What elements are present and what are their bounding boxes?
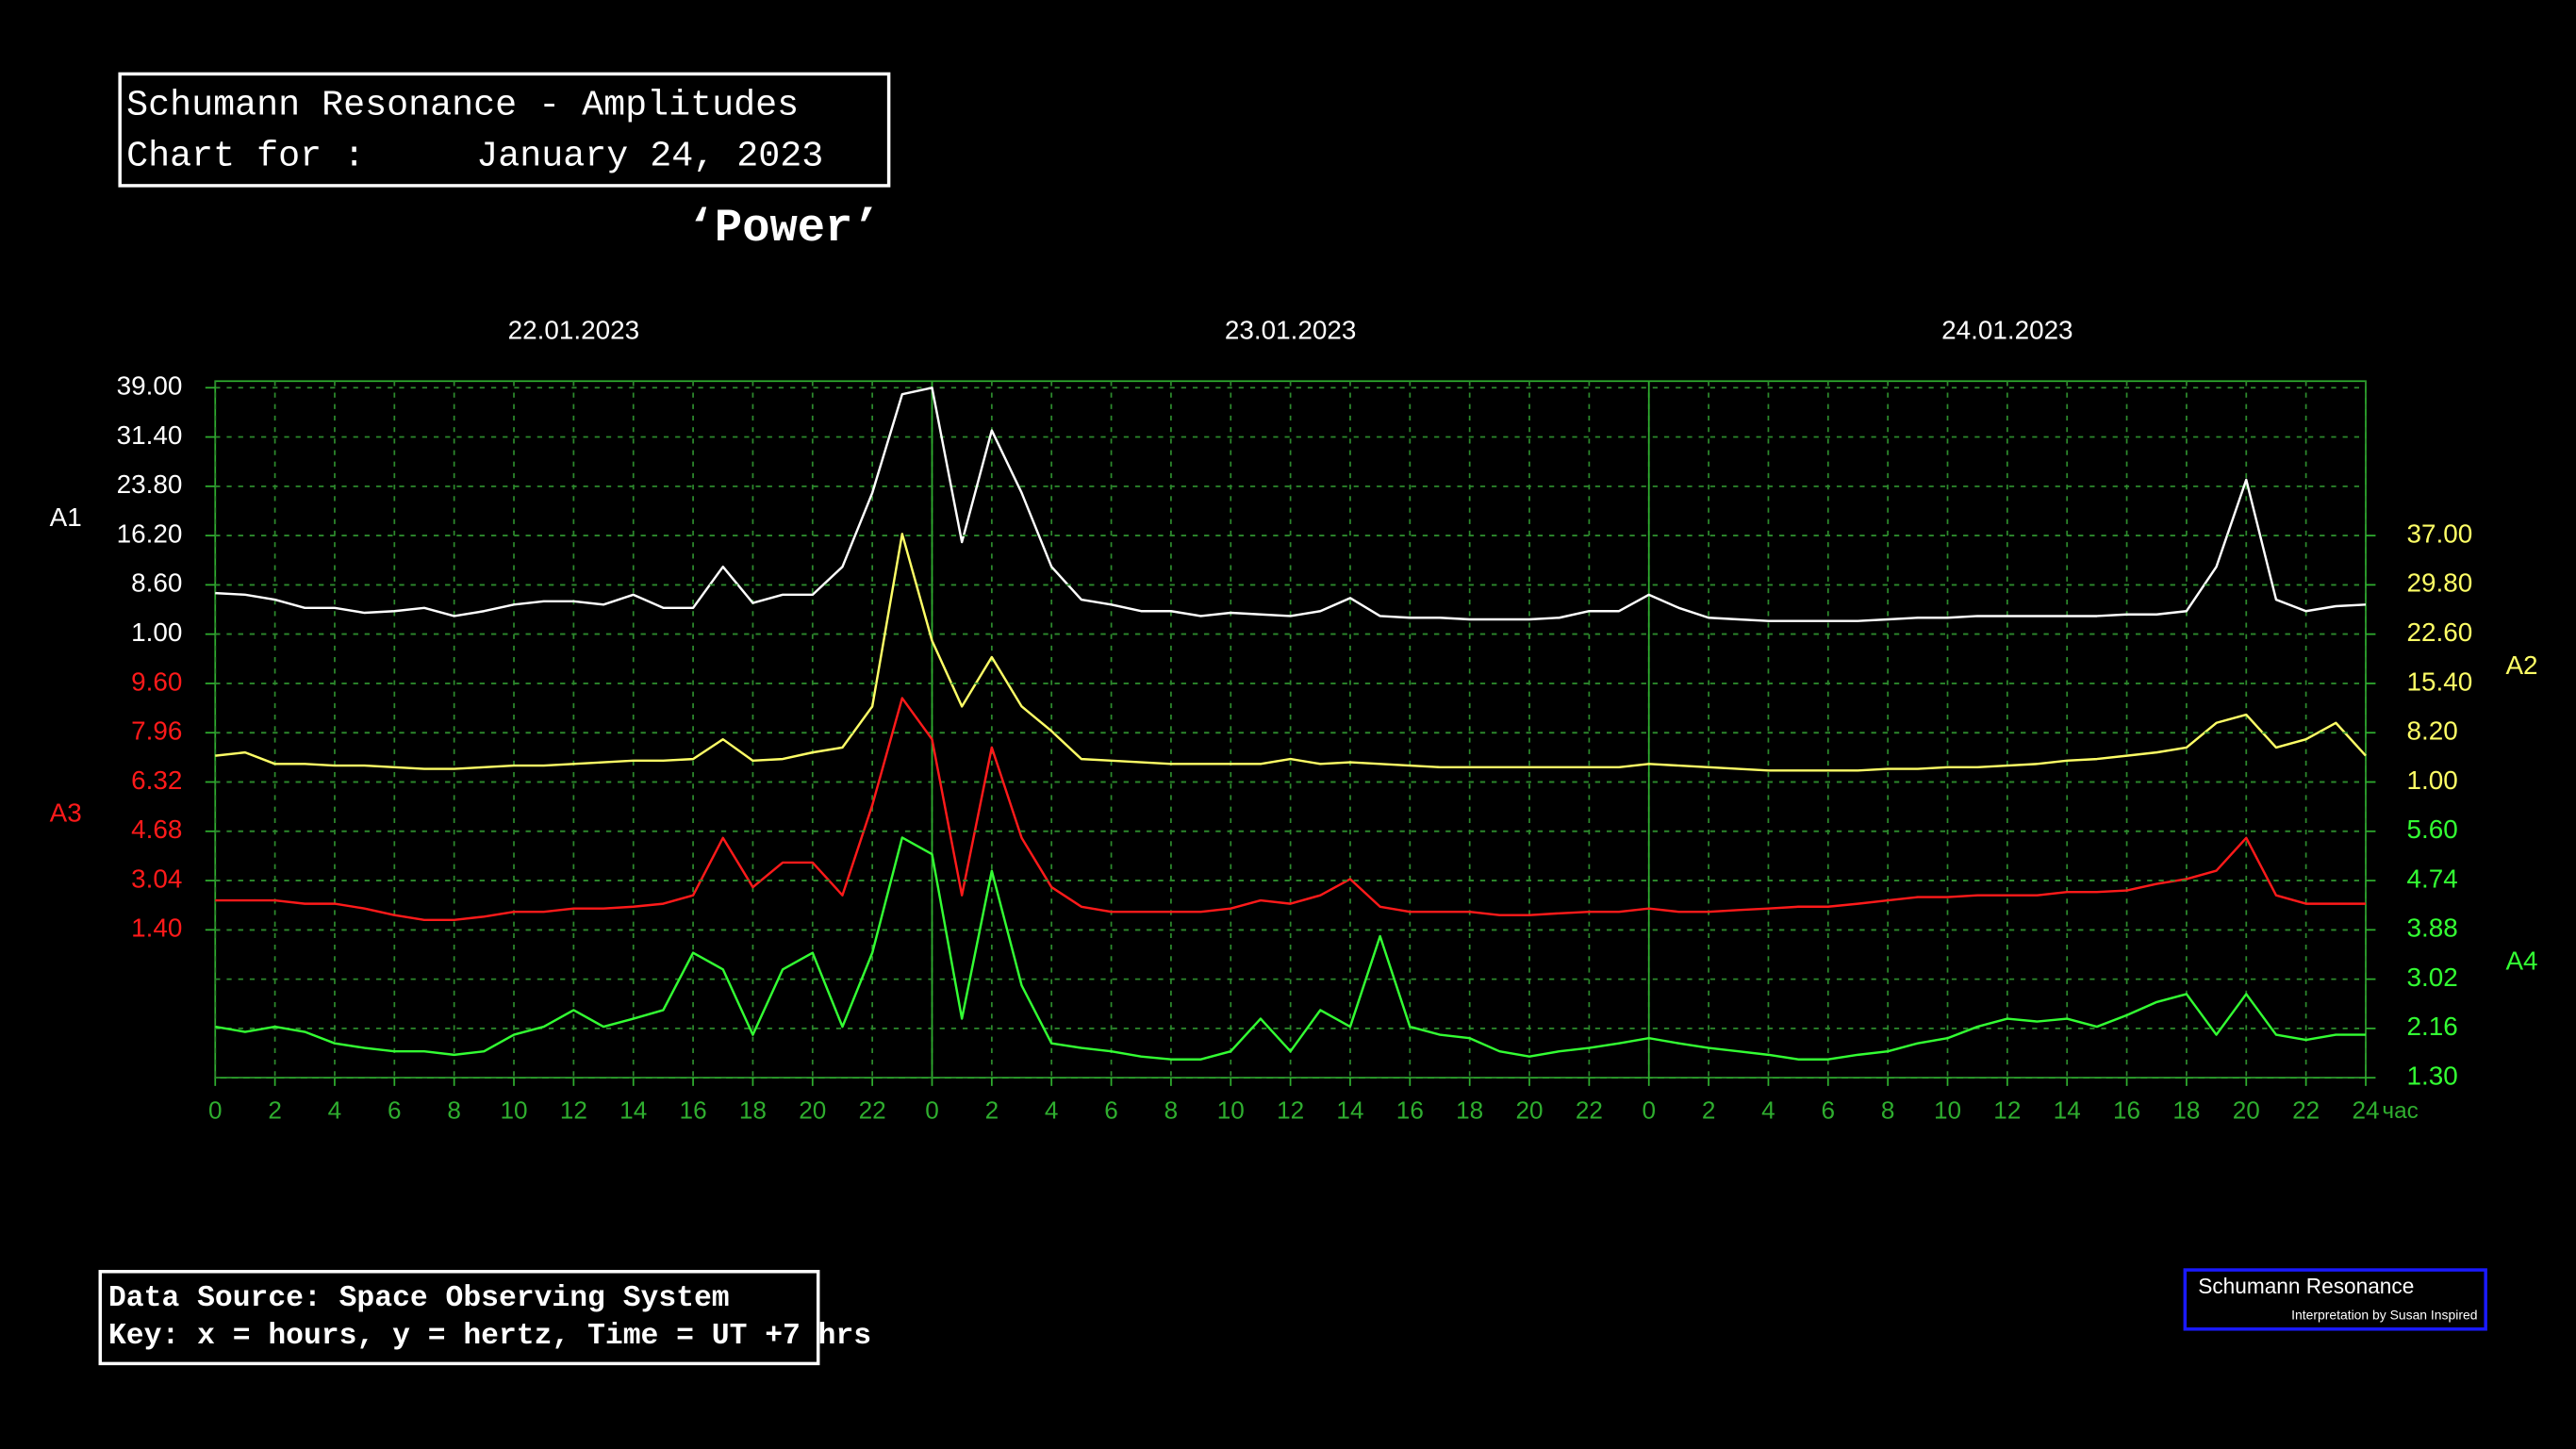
x-tick-label: 18: [739, 1096, 767, 1125]
y-tick-label: 1.40: [131, 914, 182, 943]
x-tick-label: 16: [680, 1096, 707, 1125]
chart-title: Schumann Resonance - Amplitudes: [126, 85, 799, 126]
footer-box: [98, 1270, 820, 1366]
logo-credit: Interpretation by Susan Inspired: [2291, 1308, 2477, 1323]
key: Key: x = hours, y = hertz, Time = UT +7 …: [108, 1320, 871, 1353]
chart-for: Chart for :: [126, 136, 365, 177]
y-tick-label: 15.40: [2407, 667, 2473, 696]
x-tick-label: 10: [1934, 1096, 1961, 1125]
y-tick-label: 2.16: [2407, 1012, 2458, 1041]
x-tick-label: 24: [2352, 1096, 2379, 1125]
y-tick-label: 9.60: [131, 667, 182, 696]
x-tick-label: 0: [208, 1096, 223, 1125]
series-line: [215, 836, 2366, 1061]
x-tick-label: 4: [1761, 1096, 1775, 1125]
title-box: [118, 72, 891, 188]
x-tick-label: 0: [925, 1096, 939, 1125]
axis-label: A1: [50, 502, 82, 532]
x-tick-label: 10: [500, 1096, 527, 1125]
y-tick-label: 29.80: [2407, 568, 2473, 598]
x-tick-label: 18: [2172, 1096, 2200, 1125]
y-tick-label: 8.60: [131, 568, 182, 598]
logo-title: Schumann Resonance: [2198, 1274, 2414, 1298]
date-label: 22.01.2023: [508, 315, 639, 344]
data-source: Data Source: Space Observing System: [108, 1282, 730, 1315]
x-tick-label: 0: [1642, 1096, 1656, 1125]
x-unit: час: [2382, 1098, 2418, 1124]
x-tick-label: 14: [2054, 1096, 2081, 1125]
y-tick-label: 16.20: [117, 519, 183, 548]
x-tick-label: 10: [1217, 1096, 1245, 1125]
y-tick-label: 3.04: [131, 864, 182, 893]
y-tick-label: 5.60: [2407, 815, 2458, 844]
plot: 0 2 4 6 8 10 12 14 16 18 20 22 0 2 4 6 8 10 12 14 16 18 20 22 0 2…: [50, 315, 2538, 1124]
y-tick-label: 1.00: [2407, 766, 2458, 795]
x-tick-label: 14: [1336, 1096, 1363, 1125]
axis-label: A3: [50, 799, 82, 828]
x-tick-label: 2: [268, 1096, 282, 1125]
x-tick-label: 14: [619, 1096, 647, 1125]
y-tick-label: 1.30: [2407, 1062, 2458, 1091]
x-tick-label: 16: [1396, 1096, 1424, 1125]
x-tick-label: 12: [560, 1096, 587, 1125]
x-tick-label: 2: [985, 1096, 999, 1125]
series-line: [215, 533, 2367, 772]
y-tick-label: 4.68: [131, 815, 182, 844]
y-tick-label: 23.80: [117, 469, 183, 499]
x-tick-label: 8: [1881, 1096, 1895, 1125]
date-label: 24.01.2023: [1941, 315, 2072, 344]
x-tick-label: 18: [1456, 1096, 1483, 1125]
chart-subtitle: ‘Power’: [687, 202, 881, 255]
x-tick-label: 8: [1164, 1096, 1179, 1125]
y-tick-label: 7.96: [131, 716, 182, 746]
series-line: [215, 387, 2367, 622]
y-tick-label: 3.02: [2407, 963, 2458, 992]
x-tick-label: 16: [2113, 1096, 2140, 1125]
series-line: [215, 697, 2366, 922]
chart-date: January 24, 2023: [476, 136, 823, 177]
x-tick-label: 22: [2292, 1096, 2320, 1125]
axis-label: A2: [2505, 650, 2537, 680]
y-tick-label: 8.20: [2407, 716, 2458, 746]
y-tick-label: 6.32: [131, 766, 182, 795]
y-tick-label: 37.00: [2407, 519, 2473, 548]
x-tick-label: 12: [1993, 1096, 2021, 1125]
date-label: 23.01.2023: [1225, 315, 1356, 344]
y-tick-label: 1.00: [131, 617, 182, 647]
logo-box: [2183, 1268, 2487, 1331]
x-tick-label: 4: [1045, 1096, 1059, 1125]
x-tick-label: 20: [2233, 1096, 2260, 1125]
x-tick-label: 20: [1515, 1096, 1543, 1125]
y-tick-label: 3.88: [2407, 914, 2458, 943]
y-tick-label: 4.74: [2407, 864, 2458, 893]
y-tick-label: 39.00: [117, 371, 183, 401]
y-tick-label: 31.40: [117, 420, 183, 450]
x-tick-label: 12: [1277, 1096, 1304, 1125]
x-tick-label: 8: [447, 1096, 461, 1125]
x-tick-label: 2: [1702, 1096, 1716, 1125]
x-tick-label: 6: [388, 1096, 402, 1125]
axis-label: A4: [2505, 947, 2537, 976]
x-tick-label: 20: [799, 1096, 826, 1125]
x-tick-label: 6: [1822, 1096, 1836, 1125]
x-tick-label: 22: [1576, 1096, 1603, 1125]
x-tick-label: 22: [859, 1096, 886, 1125]
x-tick-label: 6: [1104, 1096, 1118, 1125]
y-tick-label: 22.60: [2407, 617, 2473, 647]
x-tick-label: 4: [328, 1096, 342, 1125]
